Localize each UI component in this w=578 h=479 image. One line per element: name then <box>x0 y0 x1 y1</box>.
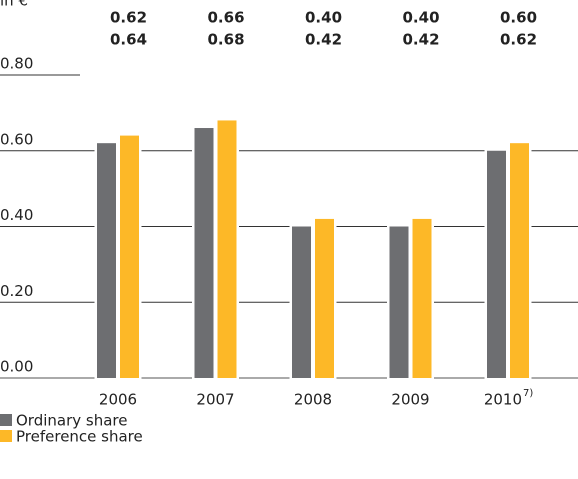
bar <box>387 224 411 381</box>
value-label: 0.60 <box>500 9 537 27</box>
bar <box>312 216 337 381</box>
bar <box>289 224 314 381</box>
y-tick-label: 0.60 <box>0 130 33 148</box>
bar <box>94 140 119 381</box>
bar <box>410 216 434 381</box>
value-label: 0.64 <box>110 31 147 49</box>
legend-label: Ordinary share <box>16 412 128 430</box>
x-tick-label: 2010 <box>484 391 522 409</box>
y-tick-label: 0.00 <box>0 358 33 376</box>
value-label: 0.62 <box>110 9 147 27</box>
value-label: 0.62 <box>500 31 537 49</box>
y-tick-label: 0.40 <box>0 206 33 224</box>
legend-swatch <box>0 430 12 442</box>
x-tick-label: 2009 <box>391 391 429 409</box>
bar <box>192 125 216 381</box>
y-tick-label: 0.20 <box>0 282 33 300</box>
x-tick-label: 2007 <box>196 391 234 409</box>
y-tick-label: 0.80 <box>0 55 33 73</box>
unit-label: in € <box>0 0 28 10</box>
value-label: 0.68 <box>208 31 245 49</box>
value-label: 0.42 <box>403 31 440 49</box>
footnote-mark: 7) <box>523 388 533 399</box>
bar <box>117 133 142 381</box>
x-tick-label: 2008 <box>294 391 332 409</box>
value-label: 0.40 <box>305 9 342 27</box>
value-label: 0.42 <box>305 31 342 49</box>
x-tick-label: 2006 <box>99 391 137 409</box>
bar <box>484 148 509 381</box>
legend-label: Preference share <box>16 428 143 446</box>
value-label: 0.66 <box>208 9 245 27</box>
bar <box>215 117 239 381</box>
legend-swatch <box>0 414 12 426</box>
bar <box>507 140 532 381</box>
value-label: 0.40 <box>403 9 440 27</box>
